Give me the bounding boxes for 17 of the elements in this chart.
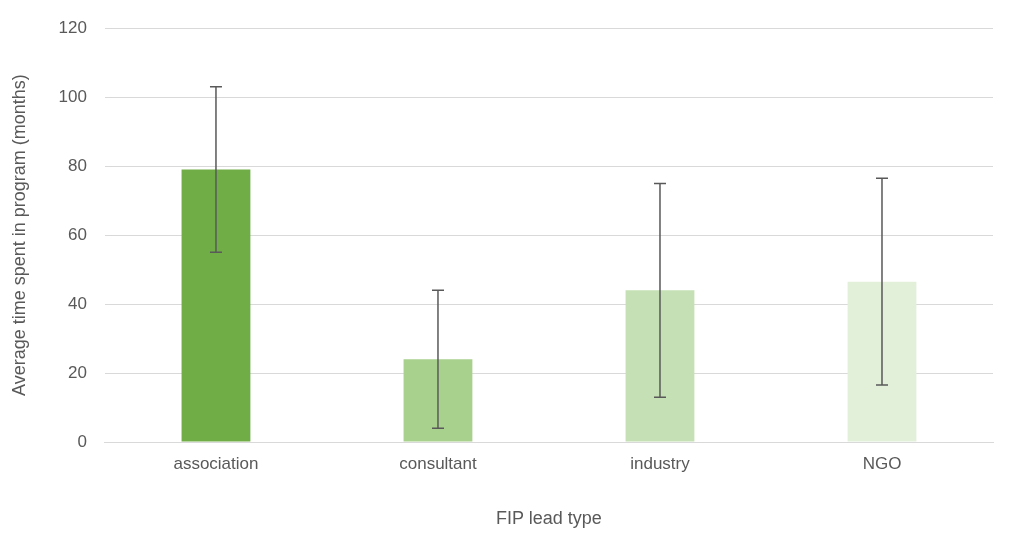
x-tick-label: consultant [399,453,477,473]
x-tick-label: association [173,453,259,473]
y-tick-label: 60 [68,224,87,244]
y-tick-label: 40 [68,293,87,313]
x-tick-label: NGO [862,453,902,473]
bar [847,281,917,442]
y-tick-label: 20 [68,362,87,382]
bar [625,290,695,442]
y-tick-label: 80 [68,155,87,175]
y-tick-label: 100 [58,86,87,106]
y-tick-label: 120 [58,17,87,37]
bar [181,169,251,442]
y-tick-label: 0 [77,431,87,451]
x-tick-label: industry [630,453,691,473]
x-axis-title: FIP lead type [496,508,602,529]
bar [403,359,473,442]
y-axis-title: Average time spent in program (months) [8,74,29,397]
